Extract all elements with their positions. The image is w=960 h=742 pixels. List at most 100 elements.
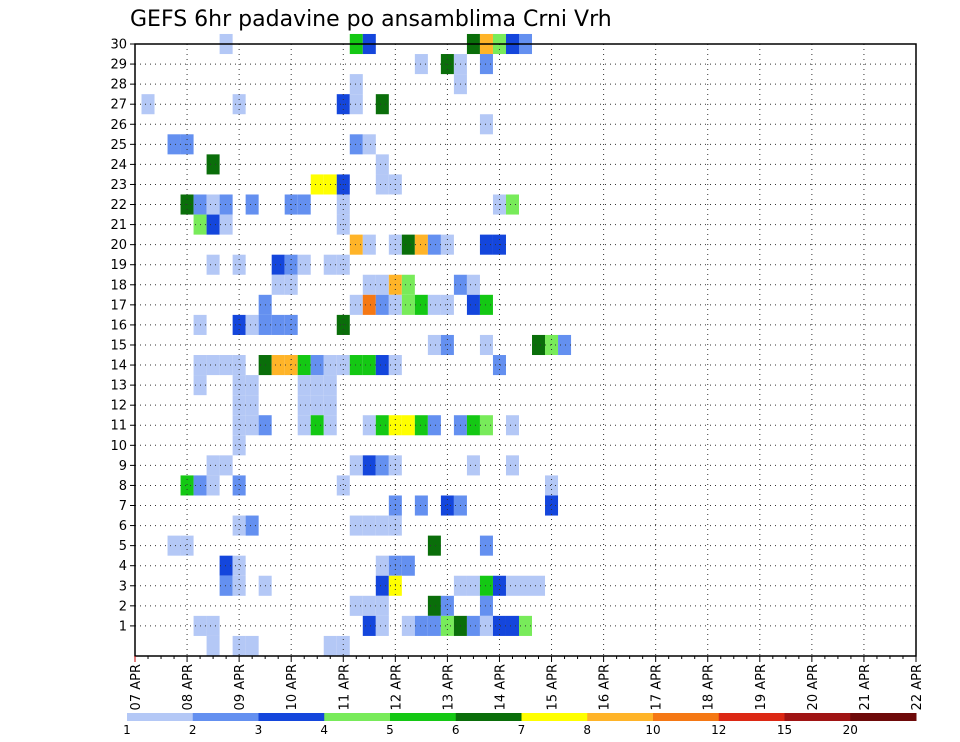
precip-cell — [180, 475, 194, 496]
colorbar-swatch — [718, 713, 785, 721]
plot-frame — [134, 43, 917, 657]
x-tick-label: 13 APR — [441, 664, 456, 710]
precip-cell — [466, 274, 480, 295]
x-tick-label: 21 APR — [858, 664, 873, 710]
precip-cell — [401, 615, 415, 636]
colorbar-label: 20 — [843, 723, 858, 737]
precip-cell — [558, 334, 572, 356]
precip-cell — [427, 234, 441, 255]
x-tick-label: 20 APR — [806, 664, 821, 710]
precip-cell — [362, 515, 376, 536]
precip-cell — [427, 334, 441, 356]
precip-cell — [362, 294, 376, 315]
precip-cell — [206, 635, 220, 656]
precip-cell — [414, 615, 428, 636]
colorbar-swatch — [521, 713, 588, 721]
precip-cells — [141, 33, 572, 656]
colorbar-label: 5 — [386, 723, 394, 737]
precip-cell — [414, 54, 428, 75]
precip-cell — [323, 635, 337, 656]
precip-cell — [297, 355, 311, 376]
x-tick-label: 17 APR — [650, 664, 665, 710]
precip-cell — [479, 294, 493, 315]
precip-cell — [336, 355, 350, 376]
precip-cell — [245, 635, 259, 656]
precip-cell — [375, 595, 389, 616]
precip-cell — [362, 615, 376, 636]
precip-cell — [545, 495, 559, 516]
precip-cell — [219, 455, 233, 476]
y-tick-label: 1 — [119, 619, 127, 634]
precip-cell — [414, 415, 428, 436]
y-tick-label: 5 — [119, 539, 127, 554]
colorbar-swatch — [390, 713, 457, 721]
precip-cell — [545, 475, 559, 496]
precip-cell — [362, 134, 376, 155]
precip-cell — [297, 375, 311, 396]
x-tick-label: 09 APR — [233, 664, 248, 710]
precip-cell — [232, 355, 246, 376]
y-tick-label: 30 — [110, 38, 127, 53]
colorbar-swatch — [455, 713, 522, 721]
precip-cell — [375, 515, 389, 536]
y-axis: 1234567891011121314151617181920212223242… — [110, 38, 135, 634]
x-tick-label: 19 APR — [754, 664, 769, 710]
y-tick-label: 22 — [110, 198, 127, 213]
y-tick-label: 24 — [110, 158, 127, 173]
y-tick-label: 13 — [110, 379, 127, 394]
y-tick-label: 27 — [110, 98, 127, 113]
precip-cell — [349, 515, 363, 536]
precip-cell — [479, 415, 493, 436]
dotted-grid — [135, 43, 916, 656]
precip-cell — [297, 395, 311, 416]
y-tick-label: 9 — [119, 459, 127, 474]
precip-cell — [219, 355, 233, 376]
colorbar-swatch — [653, 713, 720, 721]
precip-cell — [479, 595, 493, 616]
y-tick-label: 8 — [119, 479, 127, 494]
precip-cell — [245, 415, 259, 436]
precip-cell — [167, 134, 181, 155]
precip-cell — [245, 515, 259, 536]
colorbar-label: 6 — [452, 723, 460, 737]
y-tick-label: 3 — [119, 579, 127, 594]
precip-cell — [362, 355, 376, 376]
precip-cell — [375, 455, 389, 476]
precip-cell — [206, 214, 220, 235]
precip-cell — [310, 355, 324, 376]
chart-title: GEFS 6hr padavine po ansamblima Crni Vrh — [130, 7, 612, 32]
y-tick-label: 23 — [110, 178, 127, 193]
x-tick-label: 07 APR — [129, 664, 144, 710]
precip-cell — [206, 455, 220, 476]
precip-cell — [362, 234, 376, 255]
precip-cell — [375, 274, 389, 295]
colorbar-label: 15 — [777, 723, 792, 737]
precip-cell — [245, 395, 259, 416]
precip-cell — [284, 355, 298, 376]
precip-cell — [401, 555, 415, 576]
y-tick-label: 7 — [119, 499, 127, 514]
precip-cell — [375, 575, 389, 596]
precip-cell — [349, 355, 363, 376]
precip-cell — [141, 94, 155, 115]
precip-cell — [232, 475, 246, 496]
precip-cell — [245, 375, 259, 396]
precip-cell — [297, 415, 311, 436]
colorbar-swatch — [258, 713, 325, 721]
precip-cell — [401, 274, 415, 295]
precip-cell — [349, 74, 363, 95]
precip-cell — [310, 375, 324, 396]
precip-cell — [219, 214, 233, 235]
precip-cell — [362, 595, 376, 616]
colorbar-label: 4 — [320, 723, 328, 737]
colorbar-swatch — [127, 713, 194, 721]
precip-cell — [232, 515, 246, 536]
y-tick-label: 4 — [119, 559, 127, 574]
precip-cell — [245, 194, 259, 215]
x-tick-label: 22 APR — [910, 664, 925, 710]
precip-cell — [232, 395, 246, 416]
precip-cell — [375, 615, 389, 636]
precip-cell — [466, 455, 480, 476]
precip-cell — [362, 455, 376, 476]
